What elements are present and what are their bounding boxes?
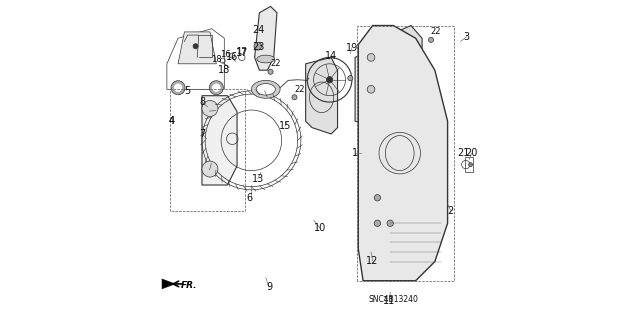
Text: 22: 22 [431, 27, 441, 36]
Circle shape [202, 161, 218, 177]
Text: 13: 13 [252, 174, 264, 184]
Text: 21: 21 [458, 148, 470, 158]
Circle shape [254, 42, 262, 50]
Text: 8: 8 [199, 97, 205, 107]
Circle shape [326, 77, 333, 83]
Circle shape [387, 220, 394, 226]
Text: 6: 6 [247, 193, 253, 203]
Text: 16: 16 [221, 50, 231, 59]
Text: 22: 22 [270, 59, 280, 68]
Text: 23: 23 [253, 42, 265, 52]
Polygon shape [382, 26, 422, 140]
Text: 7: 7 [199, 129, 205, 139]
Circle shape [171, 81, 185, 95]
Bar [465, 157, 473, 172]
Text: 18: 18 [211, 55, 221, 63]
Circle shape [292, 95, 297, 100]
Text: 17: 17 [236, 48, 248, 58]
Text: 4: 4 [168, 116, 175, 126]
Circle shape [268, 69, 273, 74]
Ellipse shape [256, 84, 275, 95]
Text: 12: 12 [367, 256, 379, 266]
Circle shape [209, 81, 223, 95]
Text: 2: 2 [447, 205, 454, 216]
Text: 17: 17 [237, 47, 247, 56]
Text: 10: 10 [314, 223, 326, 233]
Text: 14: 14 [325, 51, 337, 61]
Polygon shape [358, 26, 447, 281]
Circle shape [367, 85, 375, 93]
Text: 3: 3 [463, 32, 470, 42]
Text: 19: 19 [346, 43, 358, 53]
Circle shape [428, 37, 433, 42]
Circle shape [212, 84, 220, 92]
Text: 18: 18 [218, 65, 230, 75]
Text: SNC4B13240: SNC4B13240 [369, 295, 419, 304]
Text: 1: 1 [352, 148, 358, 158]
Circle shape [374, 195, 381, 201]
Text: 9: 9 [266, 282, 272, 292]
Ellipse shape [252, 80, 280, 98]
Circle shape [367, 54, 375, 61]
Polygon shape [306, 57, 337, 134]
Circle shape [374, 220, 381, 226]
Circle shape [193, 44, 198, 49]
Ellipse shape [257, 55, 275, 63]
Circle shape [174, 84, 182, 92]
Circle shape [468, 163, 472, 167]
Text: 20: 20 [465, 148, 477, 158]
Text: 22: 22 [294, 85, 305, 94]
Polygon shape [162, 279, 175, 289]
Text: 24: 24 [253, 25, 265, 35]
Polygon shape [167, 29, 224, 89]
Circle shape [348, 76, 353, 81]
Circle shape [202, 100, 218, 116]
Polygon shape [178, 32, 216, 64]
Text: FR.: FR. [181, 281, 198, 290]
Polygon shape [202, 96, 237, 185]
Polygon shape [255, 6, 277, 70]
Text: 11: 11 [383, 296, 396, 307]
Text: 15: 15 [279, 121, 291, 131]
Text: 5: 5 [184, 86, 191, 96]
Text: 16: 16 [226, 52, 239, 63]
Text: 4: 4 [168, 116, 175, 126]
Polygon shape [355, 45, 394, 128]
